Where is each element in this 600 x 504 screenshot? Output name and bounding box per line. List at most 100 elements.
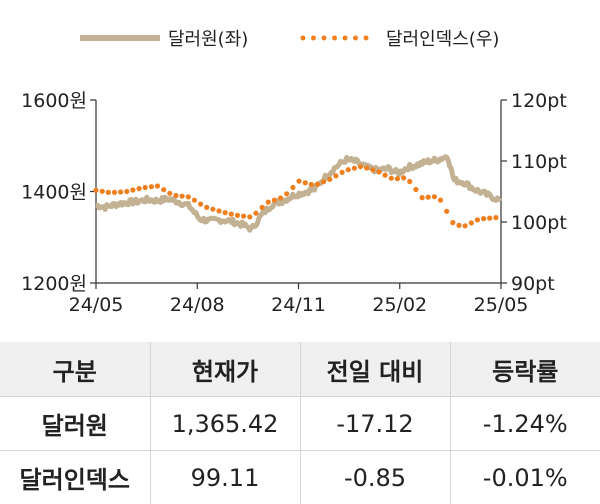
series-point-dxy: [99, 188, 105, 194]
legend-label-dxy: 달러인덱스(우): [386, 29, 499, 50]
series-point-dxy: [278, 195, 284, 201]
series-point-dxy: [241, 213, 247, 219]
series-point-dxy: [333, 173, 339, 179]
series-point-dxy: [468, 220, 474, 226]
series-line-usdkrw: [95, 154, 503, 233]
x-tick-label: 24/05: [69, 294, 124, 316]
row-price: 1,365.42: [150, 396, 301, 451]
x-tick-label: 24/11: [271, 294, 326, 316]
row-change: -17.12: [300, 396, 451, 451]
series-point-dxy: [105, 189, 111, 195]
series-point-dxy: [456, 222, 462, 228]
series-point-dxy: [450, 220, 456, 226]
series-point-dxy: [296, 178, 302, 184]
series-point-dxy: [148, 184, 154, 190]
y-right-tick-label: 110pt: [511, 151, 567, 173]
series-point-dxy: [124, 188, 130, 195]
series-point-dxy: [321, 179, 327, 185]
series-point-dxy: [234, 212, 241, 218]
series-point-dxy: [161, 187, 167, 193]
series-point-dxy: [228, 211, 234, 217]
series-point-dxy: [437, 197, 444, 203]
fx-table: 구분 현재가 전일 대비 등락률 달러원 1,365.42 -17.12 -1.…: [0, 342, 600, 504]
series-point-dxy: [474, 217, 480, 223]
series-point-dxy: [167, 190, 173, 196]
series-point-dxy: [394, 176, 400, 182]
row-rate: -0.01%: [450, 450, 600, 504]
y-left-tick-label: 1200원: [21, 273, 87, 295]
row-rate: -1.24%: [450, 396, 600, 451]
series-point-dxy: [154, 183, 161, 189]
series-point-dxy: [222, 210, 228, 216]
series-point-dxy: [339, 169, 345, 175]
table-row: 달러인덱스 99.11 -0.85 -0.01%: [0, 450, 600, 504]
series-point-dxy: [210, 206, 216, 212]
series-point-dxy: [376, 169, 382, 175]
series-point-dxy: [111, 189, 118, 195]
series-point-dxy: [284, 191, 290, 197]
series-point-dxy: [444, 208, 450, 214]
y-right-tick-label: 90pt: [511, 273, 555, 295]
legend: 달러원(좌) 달러인덱스(우): [80, 29, 499, 50]
series-point-dxy: [204, 204, 210, 210]
x-tick-label: 24/08: [170, 294, 225, 316]
series-point-dxy: [173, 192, 179, 199]
header-rate: 등락률: [450, 342, 600, 397]
series-point-dxy: [185, 194, 191, 200]
row-change: -0.85: [300, 450, 451, 504]
series-point-dxy: [118, 189, 124, 195]
series-point-dxy: [382, 172, 388, 178]
header-category: 구분: [0, 342, 151, 397]
y-left-tick-label: 1400원: [21, 182, 87, 204]
series-point-dxy: [93, 187, 99, 193]
table-row: 달러원 1,365.42 -17.12 -1.24%: [0, 396, 600, 451]
series-point-dxy: [259, 204, 265, 210]
series-layer: [93, 154, 503, 233]
fx-chart: 달러원(좌) 달러인덱스(우) 24/05 24/08 24/11 25/02 25/0…: [21, 29, 567, 316]
series-point-dxy: [419, 195, 425, 201]
series-point-dxy: [302, 180, 308, 186]
header-price: 현재가: [150, 342, 301, 397]
series-point-dxy: [271, 197, 277, 203]
series-point-dxy: [388, 175, 394, 181]
series-point-dxy: [290, 184, 296, 191]
row-name: 달러인덱스: [0, 450, 151, 504]
series-point-dxy: [407, 178, 413, 185]
series-point-dxy: [247, 214, 253, 220]
row-price: 99.11: [150, 450, 301, 504]
y-right-tick-label: 120pt: [511, 90, 567, 112]
series-point-dxy: [136, 186, 142, 192]
series-point-dxy: [357, 164, 364, 170]
x-tick-label: 25/05: [474, 294, 529, 316]
series-point-dxy: [216, 208, 222, 214]
series-point-dxy: [345, 167, 351, 173]
series-point-dxy: [265, 199, 271, 205]
series-point-dxy: [401, 175, 407, 181]
series-point-dxy: [191, 197, 197, 203]
series-point-dxy: [413, 186, 419, 193]
axis-ticks: 24/05 24/08 24/11 25/02 25/05 1600원 1400원 1200원…: [21, 90, 567, 316]
series-point-dxy: [370, 167, 376, 173]
series-point-dxy: [481, 216, 487, 222]
header-change: 전일 대비: [300, 342, 451, 397]
series-point-dxy: [431, 194, 437, 200]
series-point-dxy: [179, 193, 185, 199]
table-header-row: 구분 현재가 전일 대비 등락률: [0, 342, 600, 397]
legend-label-usdkrw: 달러원(좌): [168, 29, 248, 50]
series-point-dxy: [327, 176, 333, 182]
y-right-tick-label: 100pt: [511, 212, 567, 234]
series-point-dxy: [351, 165, 357, 171]
series-point-dxy: [142, 184, 148, 191]
series-point-dxy: [493, 215, 499, 221]
x-tick-label: 25/02: [372, 294, 427, 316]
series-point-dxy: [198, 201, 204, 207]
y-left-tick-label: 1600원: [21, 90, 87, 112]
series-point-dxy: [462, 223, 468, 229]
row-name: 달러원: [0, 396, 151, 451]
series-point-dxy: [425, 194, 431, 200]
series-point-dxy: [487, 215, 493, 221]
series-point-dxy: [253, 210, 259, 216]
series-point-dxy: [314, 181, 321, 187]
series-point-dxy: [364, 165, 370, 171]
series-point-dxy: [308, 181, 314, 188]
